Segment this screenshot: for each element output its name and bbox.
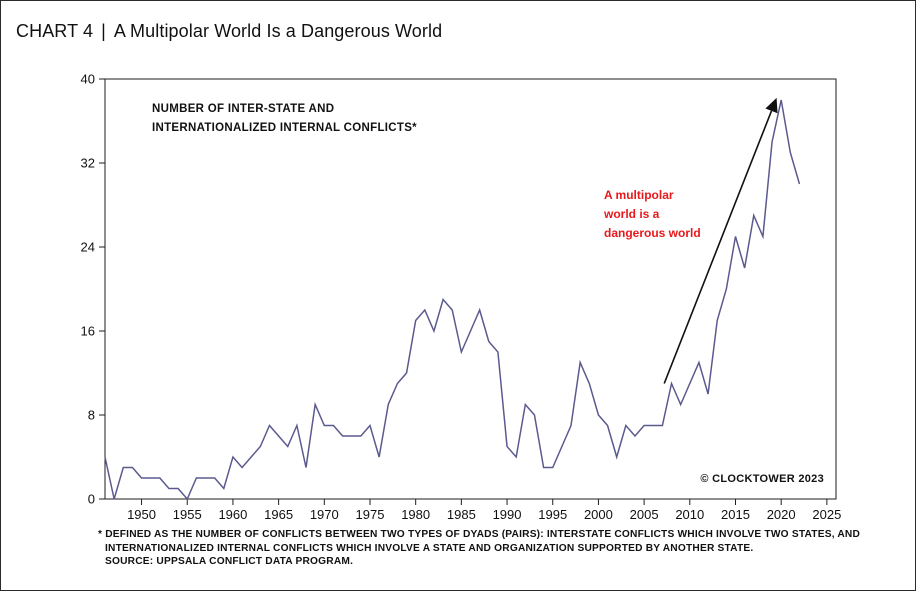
x-tick-label: 1970 [310, 507, 339, 522]
footnote-line-3: SOURCE: UPPSALA CONFLICT DATA PROGRAM. [105, 556, 354, 567]
x-tick-label: 1965 [264, 507, 293, 522]
chart-title-text: A Multipolar World Is a Dangerous World [113, 21, 443, 41]
x-tick-label: 2000 [584, 507, 613, 522]
chart-inner-title-line: NUMBER OF INTER-STATE AND [152, 103, 334, 115]
y-tick-label: 32 [81, 156, 95, 171]
y-tick-label: 24 [81, 240, 95, 255]
x-tick-label: 1960 [218, 507, 247, 522]
plot-border [104, 78, 837, 500]
x-tick-label: 2005 [630, 507, 659, 522]
x-tick-label: 1980 [401, 507, 430, 522]
x-tick-label: 2025 [812, 507, 841, 522]
x-tick-label: 1975 [356, 507, 385, 522]
x-axis: 1950 1955 1960 1965 1970 1975 1980 1985 1990 1995… [127, 499, 841, 522]
y-tick-label: 8 [88, 408, 95, 423]
x-tick-label: 1955 [173, 507, 202, 522]
plot-frame [104, 78, 837, 500]
series-layer [104, 99, 801, 501]
title-separator: | [101, 21, 106, 41]
copyright-label: © CLOCKTOWER 2023 [700, 473, 824, 485]
x-tick-label: 1985 [447, 507, 476, 522]
page-title: CHART 4 | A Multipolar World Is a Dangerou… [16, 21, 442, 42]
annotation-arrow-shaft [663, 110, 773, 384]
chart-inner-title-line: INTERNATIONALIZED INTERNAL CONFLICTS* [152, 122, 417, 134]
y-axis: 0 8 16 24 32 40 [81, 72, 105, 507]
x-tick-label: 2010 [675, 507, 704, 522]
x-tick-label: 2020 [767, 507, 796, 522]
footnote-line-2: INTERNATIONALIZED INTERNAL CONFLICTS WHI… [105, 542, 754, 554]
chart-label: CHART 4 [16, 21, 94, 41]
series-line-0 [104, 99, 801, 501]
x-tick-label: 2015 [721, 507, 750, 522]
annotation-layer: NUMBER OF INTER-STATE AND INTERNATIONALIZ… [152, 97, 824, 485]
annotation-arrow-head [765, 97, 778, 114]
x-tick-label: 1950 [127, 507, 156, 522]
footnote: * DEFINED AS THE NUMBER OF CONFLICTS BET… [98, 528, 860, 569]
annotation-text-line: dangerous world [604, 226, 701, 240]
annotation-text-line: world is a [603, 207, 660, 221]
y-tick-label: 16 [81, 324, 95, 339]
footnote-line-1: * DEFINED AS THE NUMBER OF CONFLICTS BET… [98, 529, 861, 540]
annotation-text-line: A multipolar [604, 188, 674, 202]
x-tick-label: 1995 [538, 507, 567, 522]
x-tick-label: 1990 [493, 507, 522, 522]
y-tick-label: 40 [81, 72, 95, 87]
y-tick-label: 0 [88, 492, 95, 507]
